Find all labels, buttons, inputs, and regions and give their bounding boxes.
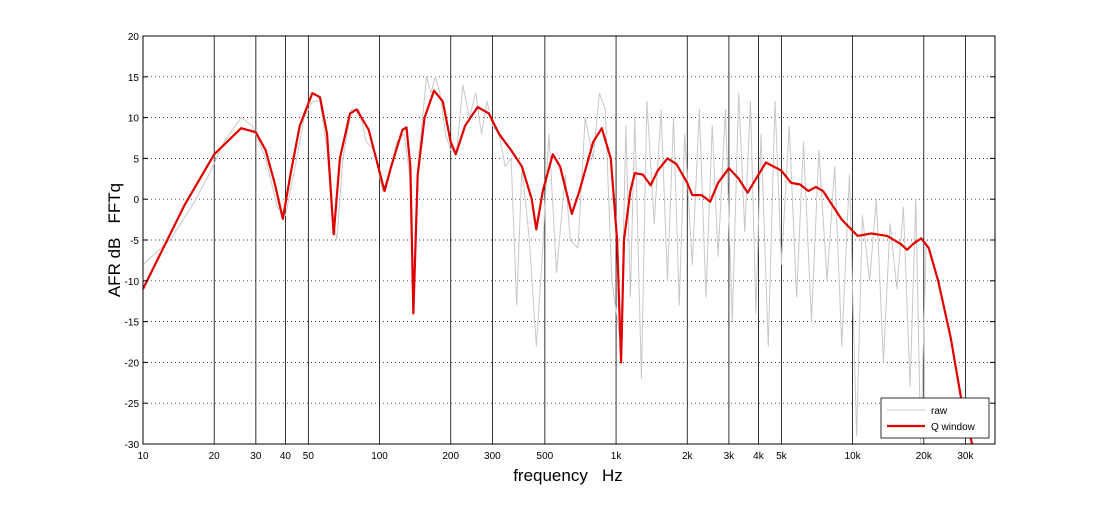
y-tick-label: 0 [133, 195, 139, 206]
x-axis-label: frequency Hz [513, 466, 623, 485]
x-tick-label: 20k [916, 451, 933, 462]
y-axis-label: AFR dB FFTq [105, 183, 124, 297]
legend: raw Q window [880, 397, 990, 439]
y-tick-label: 15 [128, 73, 140, 84]
x-tick-label: 20 [209, 451, 221, 462]
ticks: 10 20 30 40 50 100 200 300 500 1k 2k 3k 4k 5k 10k 20k 30… [125, 32, 995, 462]
x-tick-label: 500 [537, 451, 554, 462]
y-tick-label: -30 [125, 440, 140, 451]
x-tick-label: 3k [724, 451, 736, 462]
legend-box [880, 397, 990, 439]
x-tick-label: 200 [442, 451, 459, 462]
x-tick-label: 10 [137, 451, 149, 462]
y-tick-label: 5 [133, 154, 139, 165]
x-tick-label: 100 [371, 451, 388, 462]
plot-area [143, 36, 995, 444]
series-line [143, 76, 927, 444]
x-tick-label: 4k [753, 451, 765, 462]
y-tick-label: -25 [125, 399, 140, 410]
x-tick-label: 30 [250, 451, 262, 462]
y-tick-label: -5 [130, 236, 139, 247]
x-tick-label: 2k [682, 451, 694, 462]
y-tick-label: 10 [128, 114, 140, 125]
series-line [143, 89, 974, 444]
x-tick-label: 40 [280, 451, 292, 462]
y-tick-label: -10 [125, 277, 140, 288]
x-tick-label: 5k [776, 451, 788, 462]
x-tick-label: 300 [484, 451, 501, 462]
x-tick-label: 50 [303, 451, 315, 462]
x-tick-label: 10k [845, 451, 862, 462]
x-tick-label: 1k [611, 451, 623, 462]
y-tick-label: -15 [125, 318, 140, 329]
legend-label: Q window [931, 422, 976, 433]
y-tick-label: -20 [125, 358, 140, 369]
legend-label: raw [931, 406, 948, 417]
plot-lines [143, 76, 974, 444]
x-tick-label: 30k [957, 451, 974, 462]
y-tick-label: 20 [128, 32, 140, 43]
